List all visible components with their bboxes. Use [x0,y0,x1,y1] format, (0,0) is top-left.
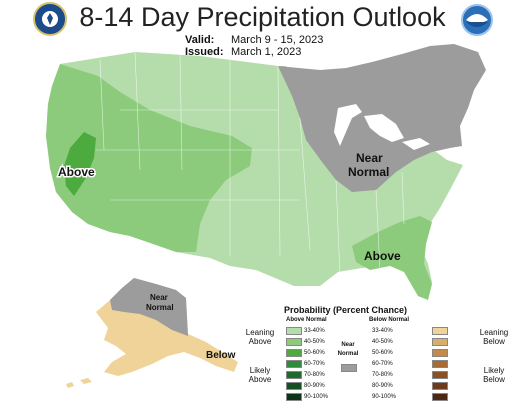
legend-above-range-label-6: 80-90% [304,383,325,389]
legend-below-range-label-4: 60-70% [372,361,393,367]
legend-above-range-label-2: 40-50% [304,339,325,345]
legend-near-normal-line2: Normal [337,351,359,357]
conus-region-above-40-50-west [46,64,252,252]
legend-swatch-near-normal [341,364,357,372]
legend-leaning-below-line2: Below [483,337,505,346]
legend-below-range-label-5: 70-80% [372,372,393,378]
noaa-logo-icon [461,4,493,36]
legend-above-range-label-5: 70-80% [304,372,325,378]
conus-region-above-40-50-southeast [352,216,432,300]
map-label-below-alaska: Below [206,350,236,361]
valid-label: Valid: [185,34,215,46]
legend-above-range-label-3: 50-60% [304,350,325,356]
great-lakes-water [334,104,430,150]
legend-above-swatch-3 [286,349,302,357]
legend-likely-above-line1: Likely [249,366,271,375]
legend-leaning-above-line2: Above [248,337,272,346]
legend-above-swatch-6 [286,382,302,390]
legend-leaning-below: Leaning Below [476,328,512,346]
alaska-aleutians [66,378,92,388]
legend-likely-below-line1: Likely [483,366,505,375]
legend-below-header: Below Normal [369,317,410,323]
legend-below-range-label-3: 50-60% [372,350,393,356]
map-label-near-normal-ne-line1: Near [356,151,383,165]
page-title: 8-14 Day Precipitation Outlook [79,2,446,32]
map-label-near-normal-alaska-line1: Near [150,293,168,302]
legend-above-header: Above Normal [286,317,327,323]
legend-below-range-label-1: 33-40% [372,328,393,334]
legend-below-swatch-1 [432,327,448,335]
conus-region-above-50-60-california [64,132,96,196]
issued-label: Issued: [185,46,224,58]
legend-above-swatch-7 [286,393,302,401]
legend-above-swatch-4 [286,360,302,368]
legend-likely-below-line2: Below [483,375,505,384]
map-label-near-normal-alaska-line2: Normal [146,303,174,312]
legend-above-swatch-1 [286,327,302,335]
valid-dates: Valid: March 9 - 15, 2023 [185,34,323,46]
map-label-above-southeast: Above [364,249,401,263]
legend-above-range-label-1: 33-40% [304,328,325,334]
legend-below-swatch-4 [432,360,448,368]
issued-date: Issued: March 1, 2023 [185,46,301,58]
valid-value: March 9 - 15, 2023 [231,34,324,46]
legend-likely-above-line2: Above [248,375,272,384]
legend-leaning-above: Leaning Above [242,328,278,346]
legend-near-normal: Near Normal [334,341,362,359]
legend: Probability (Percent Chance) Above Norma… [236,303,525,405]
legend-above-range-label-7: 90-100% [304,394,329,400]
alaska-region-near-normal [110,278,188,336]
legend-below-range-label-7: 90-100% [372,394,397,400]
map-label-near-normal-ne-line2: Normal [348,165,389,179]
legend-below-swatch-2 [432,338,448,346]
legend-below-swatch-7 [432,393,448,401]
legend-below-range-label-6: 80-90% [372,383,393,389]
legend-below-swatch-5 [432,371,448,379]
legend-above-swatch-2 [286,338,302,346]
legend-near-normal-line1: Near [341,342,355,348]
legend-below-range-label-2: 40-50% [372,339,393,345]
issued-value: March 1, 2023 [231,46,302,58]
legend-likely-above: Likely Above [242,366,278,384]
legend-below-swatch-3 [432,349,448,357]
map-label-above-west: Above [58,165,95,179]
department-of-commerce-seal-icon [33,2,67,36]
legend-leaning-below-line1: Leaning [479,328,509,337]
legend-below-swatch-6 [432,382,448,390]
state-boundaries [96,51,405,277]
legend-above-range-label-4: 60-70% [304,361,325,367]
legend-title: Probability (Percent Chance) [284,305,408,315]
legend-above-swatch-5 [286,371,302,379]
legend-leaning-above-line1: Leaning [245,328,275,337]
legend-likely-below: Likely Below [476,366,512,384]
